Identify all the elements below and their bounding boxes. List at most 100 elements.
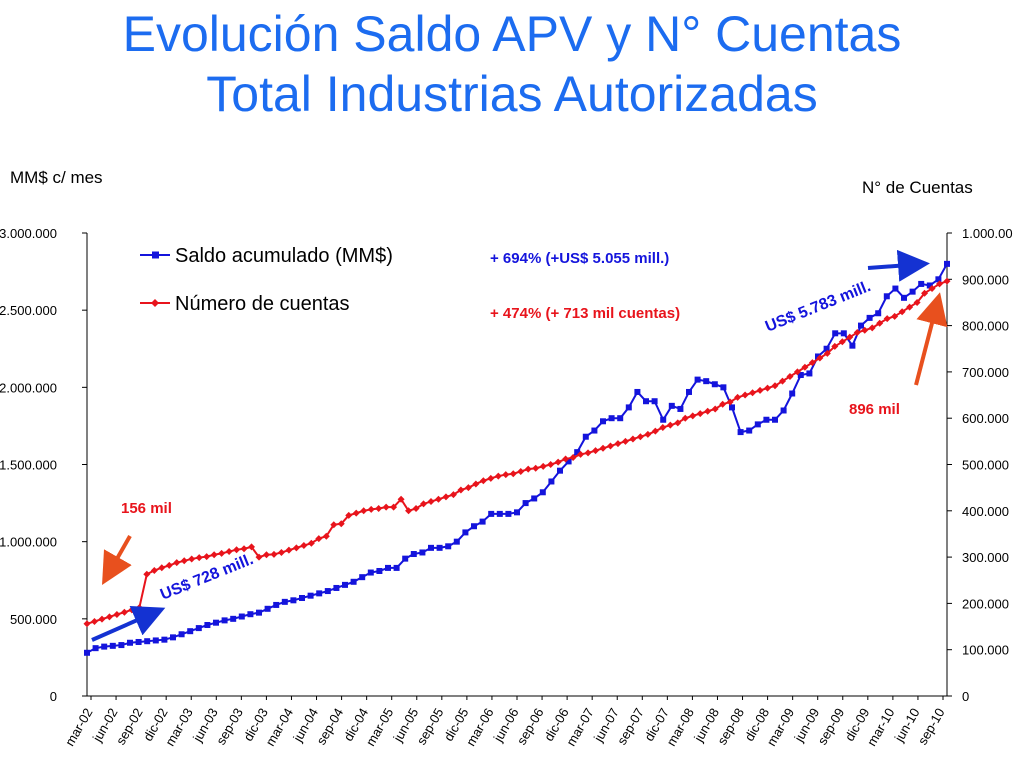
cuentas-point — [554, 458, 562, 466]
cuentas-point — [509, 470, 517, 478]
saldo-point — [737, 429, 744, 436]
arrow-start-saldo — [91, 606, 166, 642]
cuentas-point — [90, 617, 98, 625]
cuentas-point — [210, 551, 218, 559]
saldo-point — [935, 276, 942, 283]
cuentas-point — [412, 504, 420, 512]
cuentas-point — [397, 495, 405, 503]
arrow-end-saldo — [867, 249, 930, 282]
saldo-point — [230, 615, 237, 622]
cuentas-point — [143, 570, 151, 578]
saldo-point — [488, 510, 495, 517]
cuentas-point — [188, 555, 196, 563]
cuentas-point — [599, 444, 607, 452]
saldo-point — [393, 564, 400, 571]
cuentas-point — [636, 433, 644, 441]
saldo-point — [247, 611, 254, 618]
saldo-point — [668, 402, 675, 409]
cuentas-point — [203, 553, 211, 561]
cuentas-point — [831, 342, 839, 350]
saldo-point — [281, 598, 288, 605]
cuentas-point — [375, 504, 383, 512]
cuentas-point — [816, 354, 824, 362]
saldo-point — [118, 642, 125, 649]
saldo-point — [539, 489, 546, 496]
cuentas-point — [180, 557, 188, 565]
saldo-point — [858, 322, 864, 329]
legend-label: Saldo acumulado (MM$) — [175, 245, 393, 267]
saldo-point — [238, 613, 245, 620]
cuentas-point — [689, 412, 697, 420]
cuentas-point — [464, 484, 472, 492]
saldo-point — [548, 478, 555, 485]
saldo-point — [273, 601, 280, 608]
saldo-point — [582, 433, 589, 440]
saldo-point — [926, 282, 933, 289]
saldo-point — [402, 555, 409, 562]
saldo-point — [221, 617, 228, 624]
cuentas-point — [427, 498, 435, 506]
cuentas-point — [135, 604, 143, 612]
cuentas-point — [711, 405, 719, 413]
cuentas-point — [584, 449, 592, 457]
cuentas-point — [405, 507, 413, 515]
cuentas-point — [367, 505, 375, 513]
cuentas-point — [592, 447, 600, 455]
saldo-point — [849, 342, 856, 349]
cuentas-point — [704, 407, 712, 415]
cuentas-point — [277, 548, 285, 556]
cuentas-point — [352, 509, 360, 517]
cuentas-point — [285, 546, 293, 554]
saldo-point — [617, 415, 624, 422]
cuentas-point — [225, 548, 233, 556]
cuentas-point — [315, 535, 323, 543]
saldo-point — [127, 639, 133, 646]
cuentas-point — [756, 386, 764, 394]
cuentas-point — [936, 280, 944, 288]
cuentas-point — [823, 349, 831, 357]
cuentas-point — [681, 414, 689, 422]
cuentas-point — [764, 384, 772, 392]
cuentas-point — [300, 542, 308, 550]
cuentas-point — [659, 423, 667, 431]
cuentas-point — [726, 398, 734, 406]
saldo-point — [565, 458, 572, 465]
saldo-point — [299, 594, 305, 601]
left-axis-tick-label: 2.000.000 — [0, 380, 57, 395]
cuentas-point — [883, 315, 891, 323]
cuentas-point — [98, 615, 106, 623]
saldo-point — [754, 421, 761, 428]
saldo-point — [600, 418, 606, 425]
saldo-point — [135, 638, 142, 645]
saldo-point — [686, 388, 692, 395]
saldo-point — [772, 416, 778, 423]
cuentas-point — [248, 543, 256, 551]
cuentas-point — [390, 503, 398, 511]
cuentas-point — [771, 382, 779, 390]
saldo-point — [763, 416, 770, 423]
saldo-point — [204, 622, 211, 629]
series-line-saldo — [86, 263, 948, 654]
saldo-point — [514, 509, 520, 516]
saldo-point — [608, 415, 615, 422]
saldo-point — [643, 398, 649, 405]
saldo-point — [840, 330, 847, 337]
cuentas-point — [487, 474, 495, 482]
saldo-point — [213, 619, 219, 626]
saldo-point — [909, 288, 916, 295]
cuentas-point — [292, 544, 300, 552]
saldo-point — [634, 388, 641, 395]
cuentas-point — [218, 549, 226, 557]
cuentas-point — [128, 606, 136, 614]
saldo-point — [557, 467, 563, 474]
cuentas-point — [644, 430, 652, 438]
saldo-point — [428, 544, 434, 551]
right-axis-tick-label: 600.000 — [962, 411, 1009, 426]
right-axis-tick-label: 100.000 — [962, 643, 1009, 658]
cuentas-point — [532, 464, 540, 472]
cuentas-point — [606, 442, 614, 450]
cuentas-point — [158, 564, 166, 572]
saldo-point — [462, 529, 469, 536]
right-axis-tick-label: 400.000 — [962, 504, 1009, 519]
saldo-point — [256, 609, 262, 616]
